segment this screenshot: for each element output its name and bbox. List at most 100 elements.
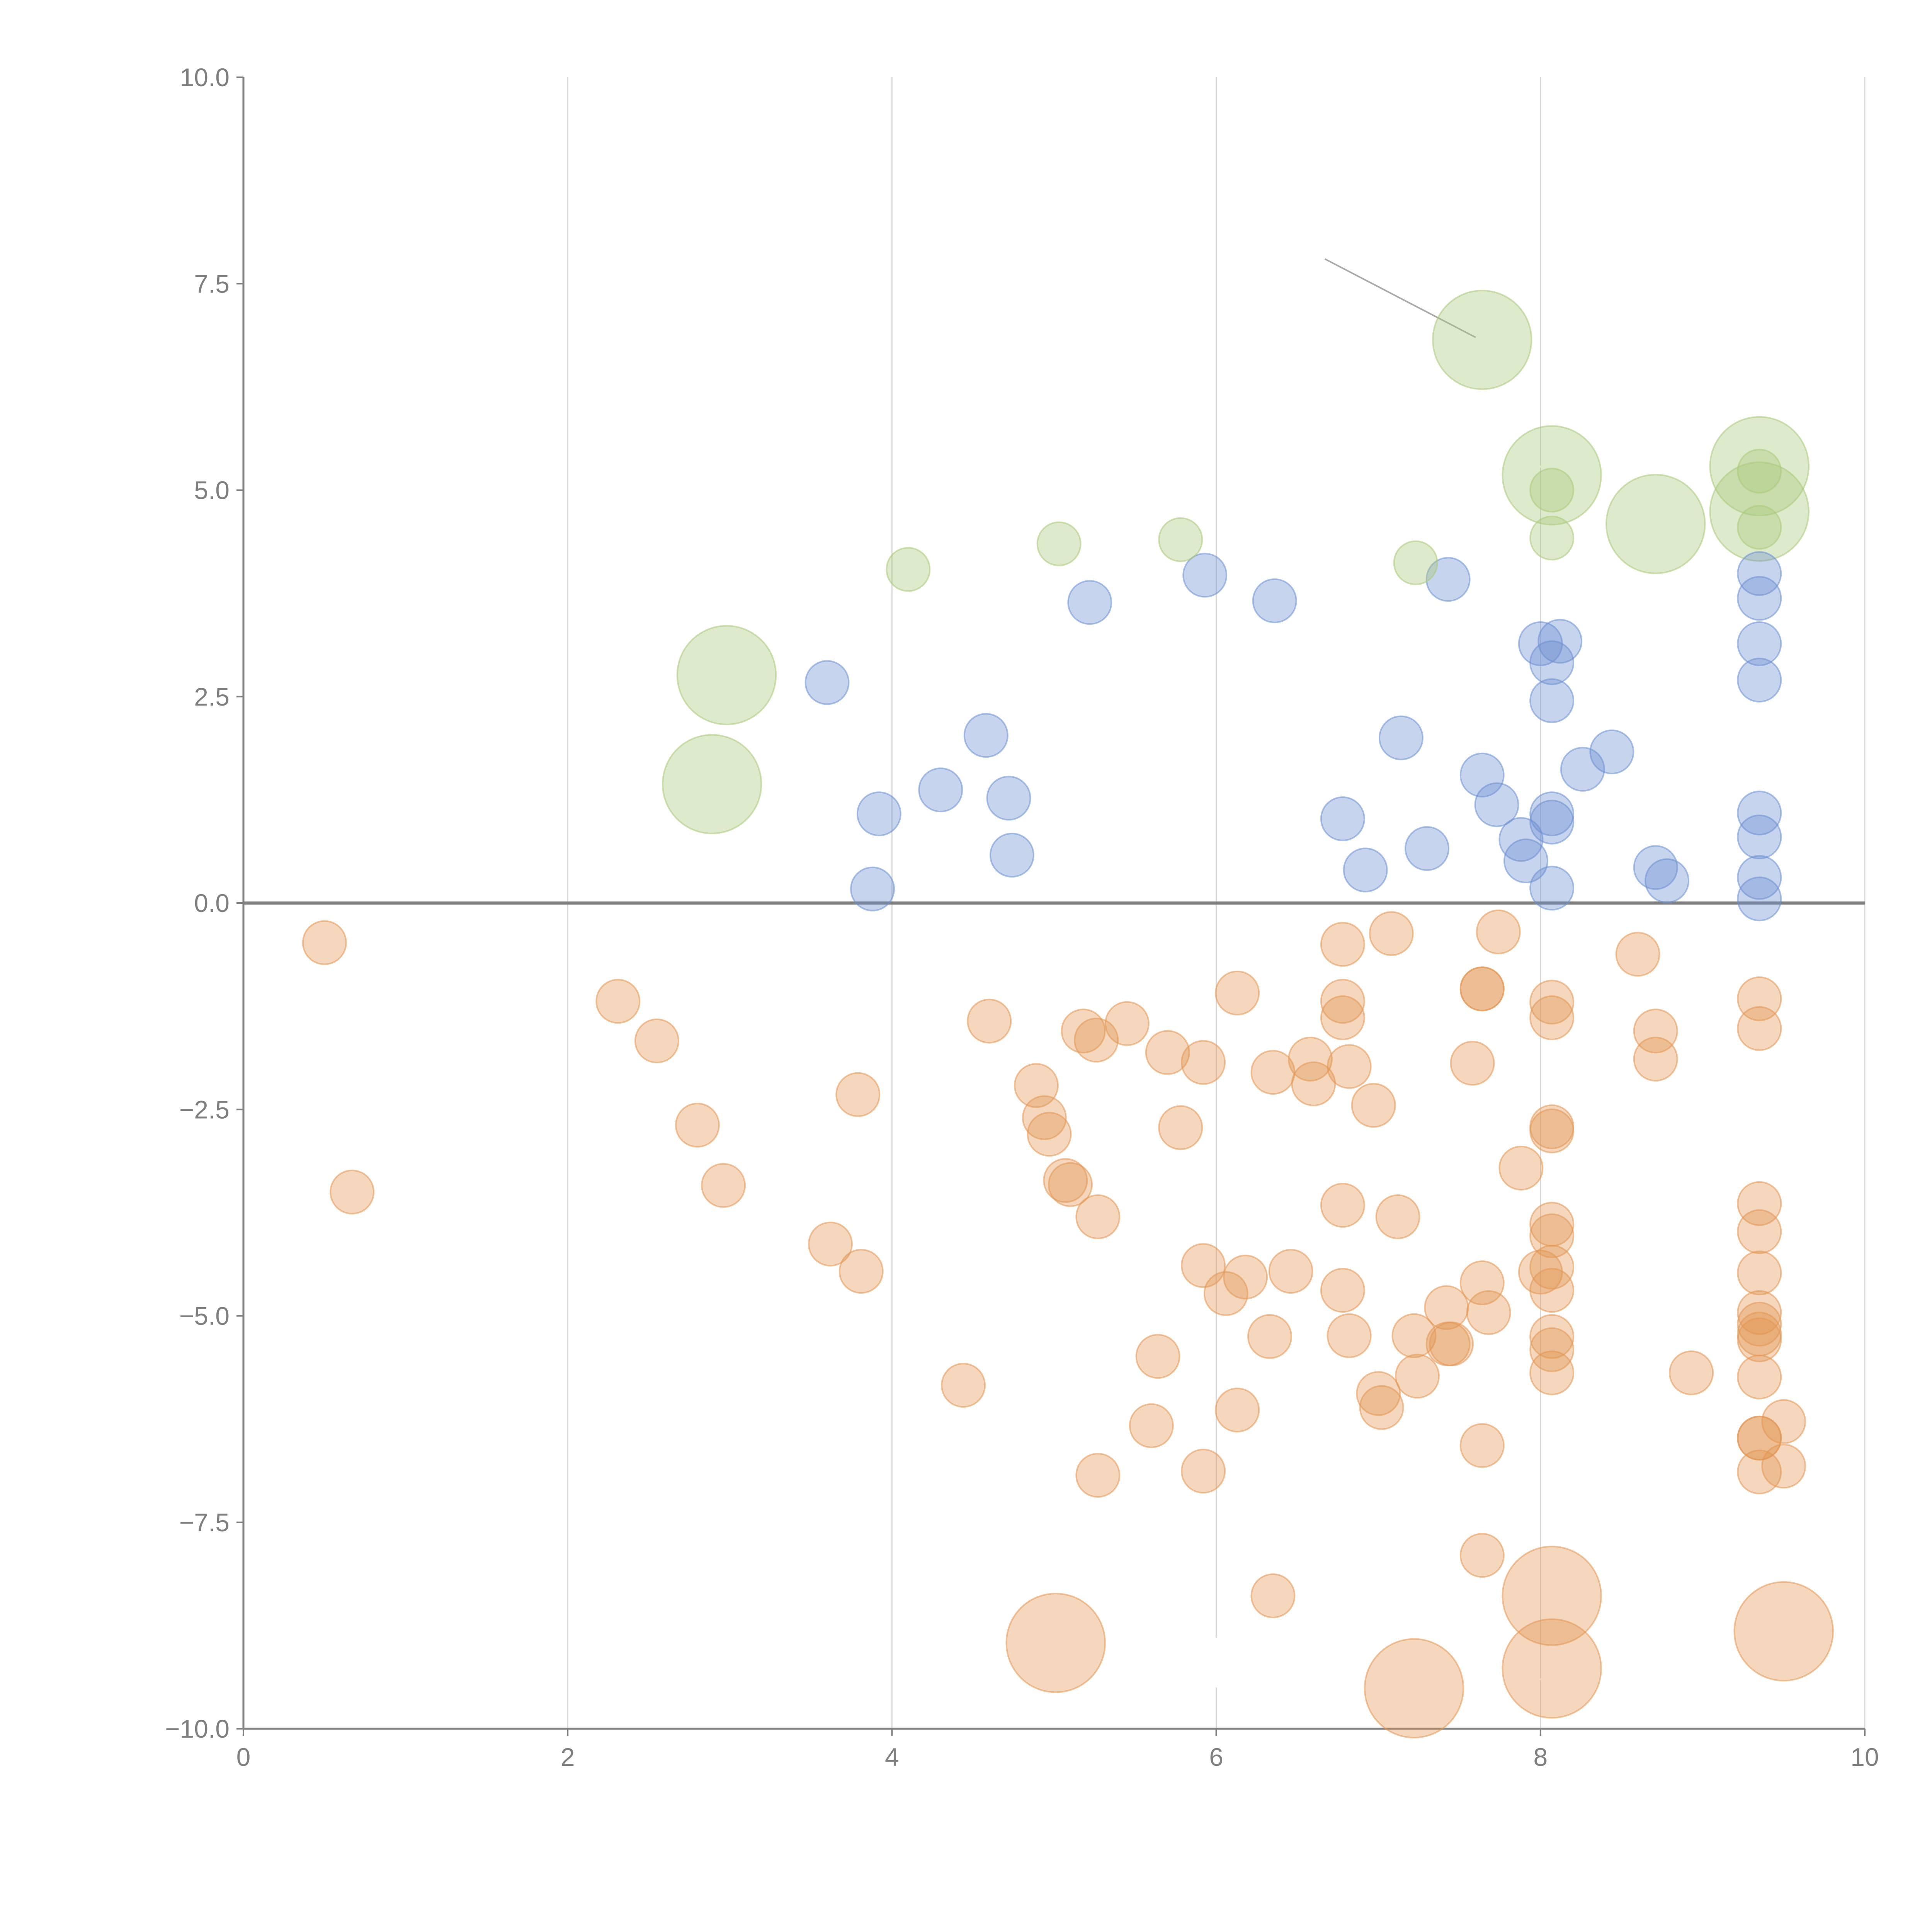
annotation-leader-line: [716, 785, 739, 810]
bubble-negative: [595, 979, 641, 1024]
annotation-labels: F: [1468, 1643, 1501, 1703]
bubble-negative: [1320, 995, 1365, 1041]
bubble-negative: [1215, 1388, 1260, 1433]
annotation-leader-line: [1297, 1670, 1411, 1686]
bubble-negative: [1498, 1145, 1544, 1190]
bubble-negative: [1203, 1271, 1248, 1316]
bubble-negative: [941, 1363, 986, 1408]
bubble-positive: [963, 713, 1009, 758]
bubbles: [302, 289, 1834, 1738]
bubble-highlight: [1605, 474, 1706, 574]
bubble-positive: [1529, 799, 1575, 845]
bubble-positive: [986, 776, 1031, 821]
bubble-negative: [1364, 1638, 1464, 1738]
bubble-positive: [1182, 553, 1228, 598]
bubble-negative: [1761, 1444, 1806, 1489]
bubble-highlight: [1709, 416, 1810, 517]
bubble-negative: [1476, 909, 1521, 954]
bubble-negative: [1459, 966, 1505, 1012]
bubble-negative: [1502, 1618, 1602, 1719]
bubble-positive: [856, 791, 901, 837]
bubble-negative: [1247, 1314, 1293, 1359]
bubble-positive: [1252, 578, 1297, 623]
bubble-negative: [1737, 1209, 1782, 1254]
bubble-positive: [1405, 826, 1450, 871]
bubble-highlight: [886, 547, 931, 592]
x-tick-label: 2: [561, 1743, 575, 1771]
bubble-positive: [1529, 678, 1575, 723]
bubble-positive: [1737, 791, 1782, 836]
bubble-negative: [1761, 1399, 1806, 1444]
annotation-leader-line: [1648, 531, 1656, 560]
bubble-negative: [701, 1163, 746, 1208]
bubble-positive: [989, 833, 1034, 878]
bubble-negative: [967, 998, 1012, 1044]
bubble-negative: [1395, 1354, 1440, 1399]
annotation-lines: [716, 258, 1760, 1688]
y-tick-label: 10.0: [180, 63, 230, 92]
bubble-negative: [1075, 1452, 1121, 1498]
bubble-positive: [1459, 752, 1505, 798]
bubble-negative: [1359, 1385, 1404, 1430]
bubble-highlight: [1502, 425, 1602, 526]
bubble-positive: [1737, 815, 1782, 860]
bubble-positive: [1560, 747, 1605, 792]
annotation-leader-line: [1524, 1674, 1549, 1688]
bubble-negative: [1450, 1041, 1495, 1086]
bubble-negative: [1048, 1162, 1093, 1207]
bubble-negative: [634, 1018, 679, 1063]
x-tick-label: 8: [1533, 1743, 1548, 1771]
bubble-negative: [1215, 970, 1260, 1015]
bubble-highlight: [1529, 515, 1575, 561]
bubble-highlight: [1432, 289, 1532, 390]
bubble-negative: [1369, 911, 1414, 956]
bubble-negative: [1005, 1593, 1106, 1693]
bubble-negative: [838, 1249, 884, 1294]
bubble-negative: [1529, 1327, 1575, 1372]
bubble-negative: [1158, 1105, 1203, 1150]
bubble-negative: [1459, 1260, 1505, 1306]
bubble-positive: [1737, 876, 1782, 922]
bubble-negative: [1075, 1194, 1121, 1240]
bubble-positive: [1529, 866, 1575, 911]
y-tick-label: −10.0: [165, 1714, 230, 1743]
bubble-highlight: [1737, 505, 1782, 550]
bubble-negative: [1529, 1245, 1575, 1290]
bubble-negative: [808, 1221, 853, 1267]
bubble-negative: [1429, 1321, 1474, 1367]
bubble-negative: [1287, 1036, 1333, 1082]
bubble-negative: [1391, 1313, 1437, 1358]
annotation-leader-line: [1747, 423, 1760, 448]
bubble-highlight: [1393, 540, 1438, 585]
bubble-negative: [1529, 1268, 1575, 1313]
bubble-negative: [1061, 1009, 1106, 1054]
bubble-negative: [1327, 1044, 1372, 1089]
bubble-positive: [1320, 796, 1365, 842]
bubble-negative: [1737, 1181, 1782, 1226]
bubble-negative: [1320, 979, 1365, 1024]
bubble-negative: [330, 1169, 375, 1214]
bubble-negative: [1529, 1213, 1575, 1259]
bubble-highlight: [1709, 461, 1810, 562]
bubble-positive: [1737, 621, 1782, 666]
bubble-negative: [1129, 1403, 1174, 1448]
bubble-negative: [1320, 1183, 1365, 1228]
x-tick-label: 0: [236, 1743, 251, 1771]
bubble-negative: [1737, 1250, 1782, 1296]
y-tick-label: −5.0: [179, 1302, 230, 1330]
bubble-negative: [1669, 1350, 1714, 1395]
annotation-leader-line: [1726, 499, 1760, 532]
x-tick-label: 4: [885, 1743, 899, 1771]
bubble-negative: [1320, 1268, 1365, 1313]
bubble-negative: [1027, 1112, 1072, 1157]
bubble-positive: [1343, 847, 1388, 893]
bubble-negative: [1459, 1423, 1505, 1468]
bubble-negative: [1529, 995, 1575, 1041]
bubble-negative: [1737, 1301, 1782, 1347]
y-tick-label: 2.5: [194, 682, 230, 711]
bubble-negative: [1633, 1009, 1678, 1054]
bubble-negative: [1074, 1017, 1119, 1063]
y-tick-label: −7.5: [179, 1508, 230, 1537]
bubble-negative: [1737, 1317, 1782, 1362]
